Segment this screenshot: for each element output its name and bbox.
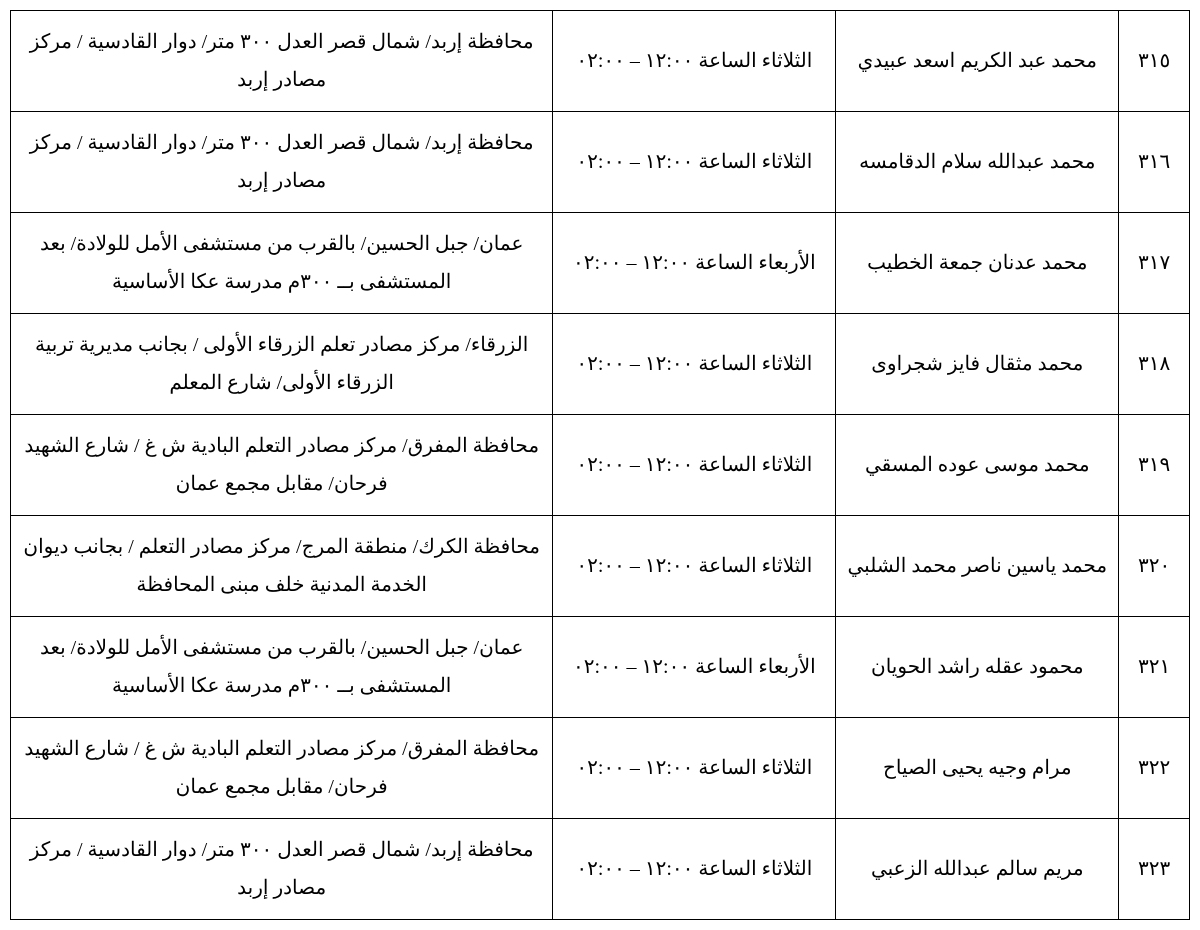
row-name: محمد مثقال فايز شجراوى xyxy=(836,314,1119,415)
row-time: الثلاثاء الساعة ١٢:٠٠ – ٠٢:٠٠ xyxy=(553,314,836,415)
table-row: ٣٢٣ مريم سالم عبدالله الزعبي الثلاثاء ال… xyxy=(11,819,1190,920)
row-time: الثلاثاء الساعة ١٢:٠٠ – ٠٢:٠٠ xyxy=(553,516,836,617)
row-time: الثلاثاء الساعة ١٢:٠٠ – ٠٢:٠٠ xyxy=(553,11,836,112)
row-number: ٣١٥ xyxy=(1119,11,1190,112)
row-location: الزرقاء/ مركز مصادر تعلم الزرقاء الأولى … xyxy=(11,314,553,415)
row-number: ٣٢٠ xyxy=(1119,516,1190,617)
row-time: الثلاثاء الساعة ١٢:٠٠ – ٠٢:٠٠ xyxy=(553,718,836,819)
schedule-table: ٣١٥ محمد عبد الكريم اسعد عبيدي الثلاثاء … xyxy=(10,10,1190,920)
row-name: محمد موسى عوده المسقي xyxy=(836,415,1119,516)
table-row: ٣١٨ محمد مثقال فايز شجراوى الثلاثاء السا… xyxy=(11,314,1190,415)
row-time: الأربعاء الساعة ١٢:٠٠ – ٠٢:٠٠ xyxy=(553,617,836,718)
row-number: ٣١٧ xyxy=(1119,213,1190,314)
row-location: محافظة الكرك/ منطقة المرج/ مركز مصادر ال… xyxy=(11,516,553,617)
row-number: ٣١٩ xyxy=(1119,415,1190,516)
row-number: ٣٢٢ xyxy=(1119,718,1190,819)
table-row: ٣٢٠ محمد ياسين ناصر محمد الشلبي الثلاثاء… xyxy=(11,516,1190,617)
schedule-table-body: ٣١٥ محمد عبد الكريم اسعد عبيدي الثلاثاء … xyxy=(11,11,1190,920)
row-time: الثلاثاء الساعة ١٢:٠٠ – ٠٢:٠٠ xyxy=(553,819,836,920)
row-number: ٣٢٣ xyxy=(1119,819,1190,920)
row-location: محافظة إربد/ شمال قصر العدل ٣٠٠ متر/ دوا… xyxy=(11,112,553,213)
row-number: ٣١٦ xyxy=(1119,112,1190,213)
row-number: ٣٢١ xyxy=(1119,617,1190,718)
row-number: ٣١٨ xyxy=(1119,314,1190,415)
row-name: مرام وجيه يحيى الصياح xyxy=(836,718,1119,819)
row-name: محمد ياسين ناصر محمد الشلبي xyxy=(836,516,1119,617)
table-row: ٣١٩ محمد موسى عوده المسقي الثلاثاء الساع… xyxy=(11,415,1190,516)
row-name: محمود عقله راشد الحويان xyxy=(836,617,1119,718)
table-row: ٣٢٢ مرام وجيه يحيى الصياح الثلاثاء الساع… xyxy=(11,718,1190,819)
row-time: الثلاثاء الساعة ١٢:٠٠ – ٠٢:٠٠ xyxy=(553,112,836,213)
row-location: محافظة المفرق/ مركز مصادر التعلم البادية… xyxy=(11,415,553,516)
row-location: عمان/ جبل الحسين/ بالقرب من مستشفى الأمل… xyxy=(11,617,553,718)
row-name: محمد عبد الكريم اسعد عبيدي xyxy=(836,11,1119,112)
row-name: محمد عدنان جمعة الخطيب xyxy=(836,213,1119,314)
table-row: ٣١٧ محمد عدنان جمعة الخطيب الأربعاء السا… xyxy=(11,213,1190,314)
row-time: الثلاثاء الساعة ١٢:٠٠ – ٠٢:٠٠ xyxy=(553,415,836,516)
table-row: ٣١٥ محمد عبد الكريم اسعد عبيدي الثلاثاء … xyxy=(11,11,1190,112)
row-location: محافظة إربد/ شمال قصر العدل ٣٠٠ متر/ دوا… xyxy=(11,819,553,920)
row-location: عمان/ جبل الحسين/ بالقرب من مستشفى الأمل… xyxy=(11,213,553,314)
row-location: محافظة المفرق/ مركز مصادر التعلم البادية… xyxy=(11,718,553,819)
row-name: مريم سالم عبدالله الزعبي xyxy=(836,819,1119,920)
table-row: ٣١٦ محمد عبدالله سلام الدقامسه الثلاثاء … xyxy=(11,112,1190,213)
table-row: ٣٢١ محمود عقله راشد الحويان الأربعاء الس… xyxy=(11,617,1190,718)
row-time: الأربعاء الساعة ١٢:٠٠ – ٠٢:٠٠ xyxy=(553,213,836,314)
row-name: محمد عبدالله سلام الدقامسه xyxy=(836,112,1119,213)
row-location: محافظة إربد/ شمال قصر العدل ٣٠٠ متر/ دوا… xyxy=(11,11,553,112)
